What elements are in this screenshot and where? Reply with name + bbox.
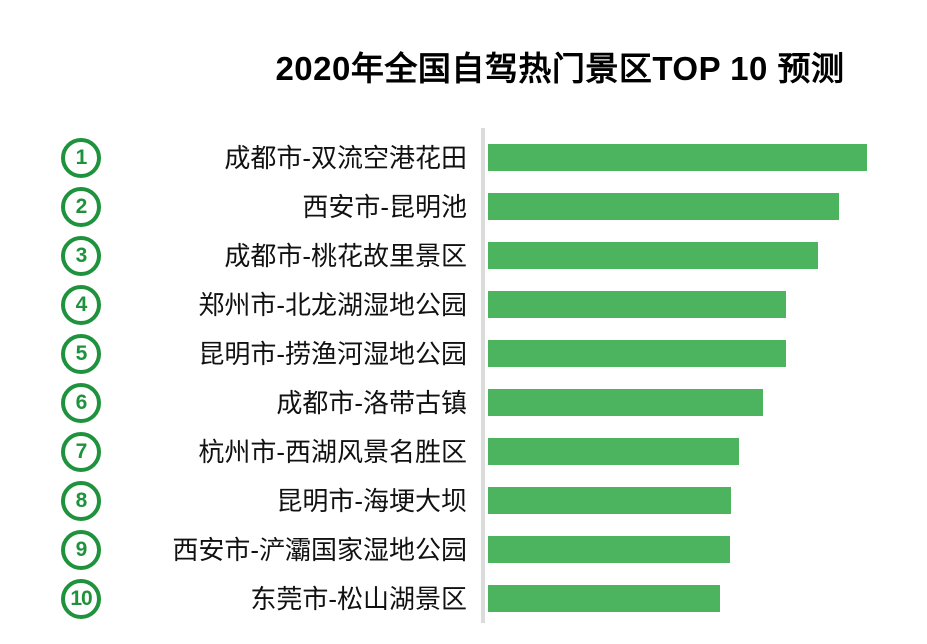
axis-baseline bbox=[481, 128, 485, 623]
category-label: 成都市-桃花故里景区 bbox=[224, 240, 467, 271]
chart-row: 1 成都市-双流空港花田 bbox=[0, 133, 927, 182]
rank-badge: 2 bbox=[61, 186, 101, 227]
rank-badge: 10 bbox=[61, 578, 101, 619]
category-label: 东莞市-松山湖景区 bbox=[250, 583, 467, 614]
rank-badge: 6 bbox=[61, 382, 101, 423]
bar bbox=[488, 291, 786, 318]
category-label: 郑州市-北龙湖湿地公园 bbox=[198, 289, 467, 320]
rank-badge: 7 bbox=[61, 431, 101, 472]
bar bbox=[488, 585, 720, 612]
rank-badge: 3 bbox=[61, 235, 101, 276]
bar bbox=[488, 193, 839, 220]
rank-badge: 4 bbox=[61, 284, 101, 325]
category-label: 成都市-洛带古镇 bbox=[276, 387, 467, 418]
rank-badge: 1 bbox=[61, 137, 101, 178]
chart-row: 2 西安市-昆明池 bbox=[0, 182, 927, 231]
chart-row: 7 杭州市-西湖风景名胜区 bbox=[0, 427, 927, 476]
chart-title: 2020年全国自驾热门景区TOP 10 预测 bbox=[275, 50, 845, 87]
bar bbox=[488, 144, 867, 171]
chart-row: 3 成都市-桃花故里景区 bbox=[0, 231, 927, 280]
category-label: 杭州市-西湖风景名胜区 bbox=[198, 436, 467, 467]
category-label: 西安市-浐灞国家湿地公园 bbox=[172, 534, 467, 565]
rank-badge: 8 bbox=[61, 480, 101, 521]
bar-rows: 1 成都市-双流空港花田 2 西安市-昆明池 3 成都市-桃花故里景区 4 郑州… bbox=[0, 133, 927, 623]
bar bbox=[488, 389, 763, 416]
bar bbox=[488, 438, 739, 465]
category-label: 昆明市-捞渔河湿地公园 bbox=[198, 338, 467, 369]
bar bbox=[488, 536, 730, 563]
chart-row: 4 郑州市-北龙湖湿地公园 bbox=[0, 280, 927, 329]
category-label: 成都市-双流空港花田 bbox=[224, 142, 467, 173]
category-label: 昆明市-海埂大坝 bbox=[276, 485, 467, 516]
bar bbox=[488, 487, 731, 514]
rank-badge: 9 bbox=[61, 529, 101, 570]
chart-row: 8 昆明市-海埂大坝 bbox=[0, 476, 927, 525]
bar bbox=[488, 340, 786, 367]
chart-row: 5 昆明市-捞渔河湿地公园 bbox=[0, 329, 927, 378]
chart-row: 6 成都市-洛带古镇 bbox=[0, 378, 927, 427]
rank-badge: 5 bbox=[61, 333, 101, 374]
bar bbox=[488, 242, 818, 269]
category-label: 西安市-昆明池 bbox=[302, 191, 467, 222]
chart-row: 9 西安市-浐灞国家湿地公园 bbox=[0, 525, 927, 574]
chart-row: 10 东莞市-松山湖景区 bbox=[0, 574, 927, 623]
